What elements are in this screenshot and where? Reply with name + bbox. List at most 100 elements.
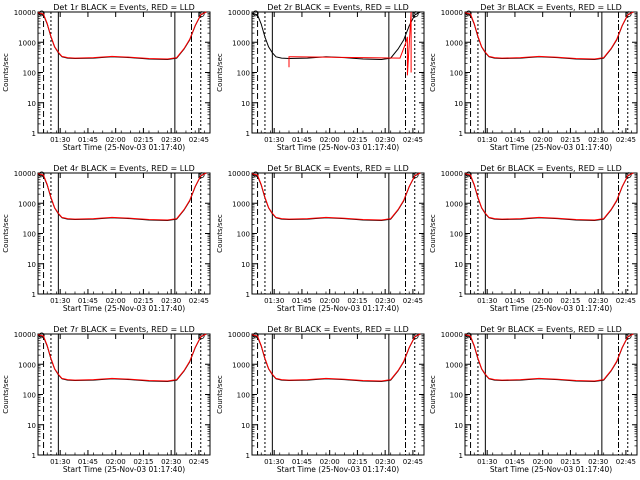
panel-4: Det 4r BLACK = Events, RED = LLD 1 10 100 10…	[2, 164, 211, 313]
panel-title: Det 3r BLACK = Events, RED = LLD	[480, 3, 622, 12]
x-axis-label: Start Time (25-Nov-03 01:17:40)	[277, 143, 399, 152]
saturation-marker	[412, 11, 419, 18]
x-tick-label: 01:45	[292, 297, 312, 305]
plot-frame	[464, 333, 638, 456]
x-axis-label: Start Time (25-Nov-03 01:17:40)	[277, 304, 399, 313]
y-tick-label: 1000	[232, 200, 250, 208]
y-tick-label: 1	[459, 452, 463, 460]
y-tick-label: 1000	[232, 361, 250, 369]
x-tick-label: 01:45	[78, 136, 98, 144]
x-tick-label: 01:45	[505, 136, 525, 144]
panel-title: Det 6r BLACK = Events, RED = LLD	[480, 164, 622, 173]
y-axis-label: Counts/sec	[216, 214, 224, 253]
x-tick-label: 02:00	[106, 136, 126, 144]
y-tick-label: 10	[454, 422, 463, 430]
x-tick-label: 02:30	[588, 136, 608, 144]
x-tick-label: 02:45	[403, 297, 423, 305]
y-tick-label: 10000	[228, 9, 250, 17]
x-tick-label: 01:45	[505, 458, 525, 466]
y-tick-label: 1000	[18, 200, 36, 208]
events-series-line	[251, 11, 421, 61]
y-tick-label: 100	[23, 231, 36, 239]
lld-series-line	[251, 333, 421, 382]
y-tick-label: 10000	[228, 170, 250, 178]
x-tick-label: 02:15	[133, 458, 153, 466]
plot-frame	[464, 172, 638, 295]
x-tick-label: 02:30	[375, 136, 395, 144]
y-tick-label: 10	[27, 100, 36, 108]
x-axis-label: Start Time (25-Nov-03 01:17:40)	[63, 465, 185, 474]
panel-title: Det 9r BLACK = Events, RED = LLD	[480, 325, 622, 334]
panel-title: Det 7r BLACK = Events, RED = LLD	[53, 325, 195, 334]
x-tick-label: 02:45	[189, 458, 209, 466]
x-tick-label: 01:30	[50, 297, 70, 305]
x-tick-label: 02:15	[347, 458, 367, 466]
y-tick-label: 1000	[18, 361, 36, 369]
y-axis-label: Counts/sec	[2, 214, 10, 253]
y-tick-label: 100	[237, 392, 250, 400]
y-tick-label: 1	[32, 291, 36, 299]
y-axis-label: Counts/sec	[2, 53, 10, 92]
y-tick-label: 10	[454, 261, 463, 269]
panel-6: Det 6r BLACK = Events, RED = LLD 1 10 100 10…	[429, 164, 638, 313]
x-tick-label: 01:30	[264, 136, 284, 144]
x-tick-label: 02:45	[616, 458, 636, 466]
panel-7: Det 7r BLACK = Events, RED = LLD 1 10 100 10…	[2, 325, 211, 474]
saturation-marker	[625, 11, 632, 18]
x-tick-label: 02:15	[347, 136, 367, 144]
x-tick-label: 02:30	[161, 136, 181, 144]
x-tick-label: 02:15	[133, 297, 153, 305]
y-axis-label: Counts/sec	[429, 214, 437, 253]
y-tick-label: 10000	[441, 9, 463, 17]
x-tick-label: 02:45	[189, 297, 209, 305]
x-tick-label: 02:00	[533, 458, 553, 466]
x-tick-label: 01:45	[292, 458, 312, 466]
y-tick-label: 100	[23, 70, 36, 78]
x-tick-label: 02:15	[560, 136, 580, 144]
panel-5: Det 5r BLACK = Events, RED = LLD 1 10 100 10…	[216, 164, 425, 313]
y-tick-label: 10	[27, 422, 36, 430]
y-tick-label: 10	[27, 261, 36, 269]
x-tick-label: 02:45	[189, 136, 209, 144]
panel-3: Det 3r BLACK = Events, RED = LLD 1 10 100 10…	[429, 3, 638, 152]
x-tick-label: 01:30	[264, 297, 284, 305]
panel-title: Det 2r BLACK = Events, RED = LLD	[267, 3, 409, 12]
x-tick-label: 02:15	[560, 458, 580, 466]
y-tick-label: 10	[241, 422, 250, 430]
x-axis-label: Start Time (25-Nov-03 01:17:40)	[277, 465, 399, 474]
lld-series-line	[288, 11, 412, 76]
saturation-marker	[198, 333, 205, 340]
y-tick-label: 1	[459, 130, 463, 138]
saturation-marker	[625, 172, 632, 179]
plot-frame	[251, 333, 425, 456]
y-tick-label: 10000	[14, 9, 36, 17]
x-tick-label: 02:45	[403, 136, 423, 144]
lld-series-line	[251, 172, 421, 221]
x-tick-label: 02:45	[403, 458, 423, 466]
y-tick-label: 1000	[445, 39, 463, 47]
x-tick-label: 01:30	[477, 136, 497, 144]
x-axis-label: Start Time (25-Nov-03 01:17:40)	[490, 465, 612, 474]
x-axis-label: Start Time (25-Nov-03 01:17:40)	[490, 304, 612, 313]
x-tick-label: 02:30	[161, 458, 181, 466]
x-tick-label: 01:30	[477, 458, 497, 466]
saturation-marker	[198, 172, 205, 179]
y-axis-label: Counts/sec	[2, 375, 10, 414]
panel-title: Det 8r BLACK = Events, RED = LLD	[267, 325, 409, 334]
x-tick-label: 02:00	[320, 458, 340, 466]
x-tick-label: 02:00	[533, 136, 553, 144]
lld-series-line	[37, 172, 207, 221]
y-tick-label: 100	[237, 231, 250, 239]
saturation-marker	[625, 333, 632, 340]
x-tick-label: 02:00	[533, 297, 553, 305]
y-axis-label: Counts/sec	[429, 375, 437, 414]
y-tick-label: 1000	[445, 361, 463, 369]
y-tick-label: 1	[246, 452, 250, 460]
lld-series-line	[464, 333, 634, 382]
x-tick-label: 02:30	[161, 297, 181, 305]
lld-series-line	[464, 172, 634, 221]
y-tick-label: 10000	[228, 331, 250, 339]
y-tick-label: 1000	[445, 200, 463, 208]
x-tick-label: 01:30	[477, 297, 497, 305]
y-tick-label: 10000	[441, 170, 463, 178]
